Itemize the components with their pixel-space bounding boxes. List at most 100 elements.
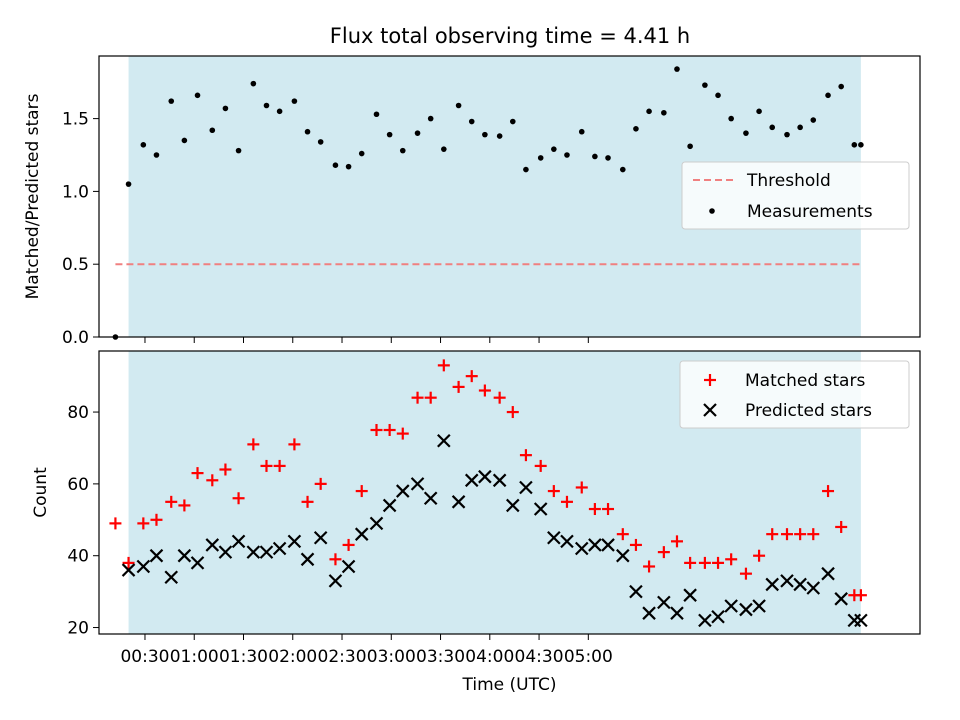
measurement-point [291, 98, 298, 104]
predicted-star-point [506, 498, 520, 513]
measurement-point [235, 147, 242, 154]
predicted-star-point [190, 556, 205, 570]
predicted-star-point [533, 502, 548, 516]
predicted-star-point [657, 595, 671, 610]
matched-star-point [206, 474, 219, 487]
predicted-star-point [218, 545, 233, 559]
matched-star-point [657, 546, 670, 559]
matched-star-point [342, 538, 355, 551]
predicted-star-point [806, 581, 821, 595]
matched-star-point [534, 459, 547, 472]
predicted-star-point [423, 491, 438, 506]
bottom-plot-frame [98, 350, 921, 635]
measurement-point [687, 143, 693, 150]
matched-star-point [616, 528, 629, 541]
matched-star-point [191, 467, 204, 480]
predicted-star-point [670, 606, 684, 620]
measurement-point [399, 147, 406, 154]
x-axis-label: Time (UTC) [462, 675, 557, 695]
predicted-star-point [588, 538, 602, 552]
measurement-point [728, 115, 734, 122]
measurement-point [468, 118, 475, 125]
predicted-legend-swatch [703, 403, 717, 417]
predicted-star-point [765, 577, 779, 592]
matched-star-point [575, 481, 588, 494]
measurement-point [181, 137, 188, 144]
measurement-point [509, 118, 516, 125]
predicted-star-point [451, 495, 466, 509]
matched-star-point [165, 495, 178, 508]
matched-star-point [383, 424, 396, 437]
bottom-x-axis-ticks: 00:30 01:00 01:30 02:00 02:30 03:00 03:30 04:00… [120, 634, 613, 667]
predicted-star-point [272, 541, 287, 556]
matched-star-point [411, 391, 424, 404]
x-tick-label: 02:30 [318, 647, 367, 667]
matched-star-point [698, 556, 711, 569]
matched-star-point [370, 424, 383, 437]
matched-star-point [780, 528, 793, 541]
predicted-star-point [464, 473, 479, 488]
top-x-axis-ticks [144, 337, 589, 343]
matched-star-point [355, 485, 368, 498]
matched-star-point [684, 556, 697, 569]
measurement-point [250, 80, 257, 87]
predicted-star-point [136, 559, 151, 574]
x-tick-label: 04:00 [465, 647, 514, 667]
matched-star-point [547, 485, 560, 498]
measurement-point [646, 108, 652, 115]
matched-star-point [602, 503, 615, 516]
predicted-star-point [313, 530, 328, 545]
top-plot-frame [98, 55, 921, 338]
predicted-stars-points [121, 434, 868, 628]
matched-star-point [301, 495, 314, 508]
matched-star-point [314, 477, 327, 490]
measurement-point [769, 124, 776, 131]
measurement-point [482, 131, 488, 138]
measurement-point [551, 146, 557, 152]
matched-star-point [424, 391, 437, 404]
legend-label-predicted-stars: Predicted stars [745, 401, 872, 421]
measurement-points [112, 66, 864, 340]
predicted-star-point [354, 527, 369, 541]
matched-star-point [396, 427, 409, 440]
predicted-star-point [149, 548, 164, 563]
measurement-point [386, 131, 393, 138]
predicted-star-point [231, 534, 246, 549]
measurement-point [441, 146, 447, 152]
predicted-star-point [177, 548, 192, 563]
y-tick-label: 0.5 [62, 255, 89, 275]
measurement-point [592, 153, 598, 160]
measurement-point [317, 139, 324, 145]
predicted-star-point [205, 538, 220, 552]
matched-star-point [670, 535, 683, 548]
top-legend: Threshold Measurements [681, 161, 910, 230]
measurement-point [825, 92, 831, 99]
measurement-point [304, 128, 311, 135]
measurement-point [605, 155, 611, 161]
x-tick-label: 01:30 [219, 647, 268, 667]
y-tick-label: 40 [67, 547, 89, 567]
legend-label-measurements: Measurements [747, 202, 873, 222]
matched-star-point [519, 449, 532, 462]
matched-star-point [437, 359, 450, 372]
matched-star-point [137, 517, 150, 530]
measurement-point [858, 142, 864, 148]
y-tick-label: 60 [67, 475, 89, 495]
measurement-point [619, 166, 626, 173]
predicted-star-point [259, 545, 274, 559]
predicted-star-point [616, 548, 630, 563]
measurement-point [373, 111, 380, 118]
predicted-star-point [739, 602, 753, 617]
predicted-star-point [642, 606, 656, 620]
y-tick-label: 80 [67, 403, 89, 423]
matched-star-point [219, 463, 232, 476]
matched-star-point [506, 406, 519, 419]
matched-star-point [822, 485, 835, 498]
predicted-star-point [560, 534, 574, 549]
measurements-legend-swatch [709, 208, 715, 214]
measurement-point [756, 108, 762, 115]
measurement-point [276, 108, 283, 115]
matched-star-point [794, 528, 807, 541]
bottom-legend: Matched stars Predicted stars [679, 360, 910, 429]
predicted-star-point [246, 545, 261, 559]
